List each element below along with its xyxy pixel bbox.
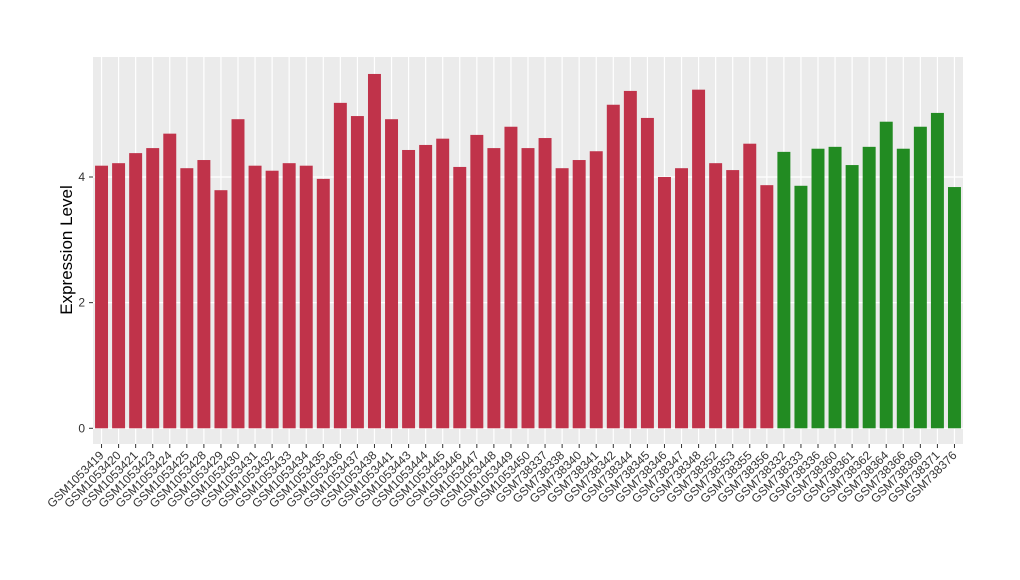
bar [504,126,518,429]
bar [794,185,808,429]
bar [845,165,859,429]
bar [402,149,416,429]
bar [555,168,569,429]
bar [265,170,279,429]
bar [640,117,654,429]
bar [350,116,364,429]
bar [657,176,671,429]
bar [606,104,620,429]
bar [811,148,825,429]
bar [248,165,262,429]
bar [316,178,330,429]
bar [572,160,586,429]
y-tick-label: 0 [78,421,85,435]
y-tick-label: 2 [78,296,85,310]
bar [709,163,723,429]
bar [180,168,194,429]
bar [692,89,706,429]
bar [879,121,893,429]
bar [112,163,126,429]
bar [470,134,484,429]
bar [521,148,535,429]
bar [538,138,552,429]
y-tick-label: 4 [78,170,85,184]
bar [896,148,910,429]
bar [129,153,143,429]
bar [930,112,944,429]
bar [487,148,501,429]
bar [333,102,347,429]
bar [436,138,450,429]
bar [913,126,927,429]
bar [675,168,689,429]
bar [367,73,381,429]
bar [862,146,876,429]
bar [146,148,160,429]
bar [419,144,433,429]
bar [231,119,245,429]
bar [95,165,109,429]
y-axis-label: Expression Level [57,185,76,314]
bar [726,170,740,429]
bar [743,143,757,429]
bar [623,90,637,429]
bar [214,190,228,429]
bar [777,151,791,429]
bar [947,187,961,429]
bar [282,163,296,429]
bar [828,146,842,429]
bar [197,160,211,429]
bar [299,165,313,429]
bar [163,133,177,429]
bar [453,166,467,429]
bar [760,185,774,429]
bar [385,119,399,429]
bar [589,151,603,429]
